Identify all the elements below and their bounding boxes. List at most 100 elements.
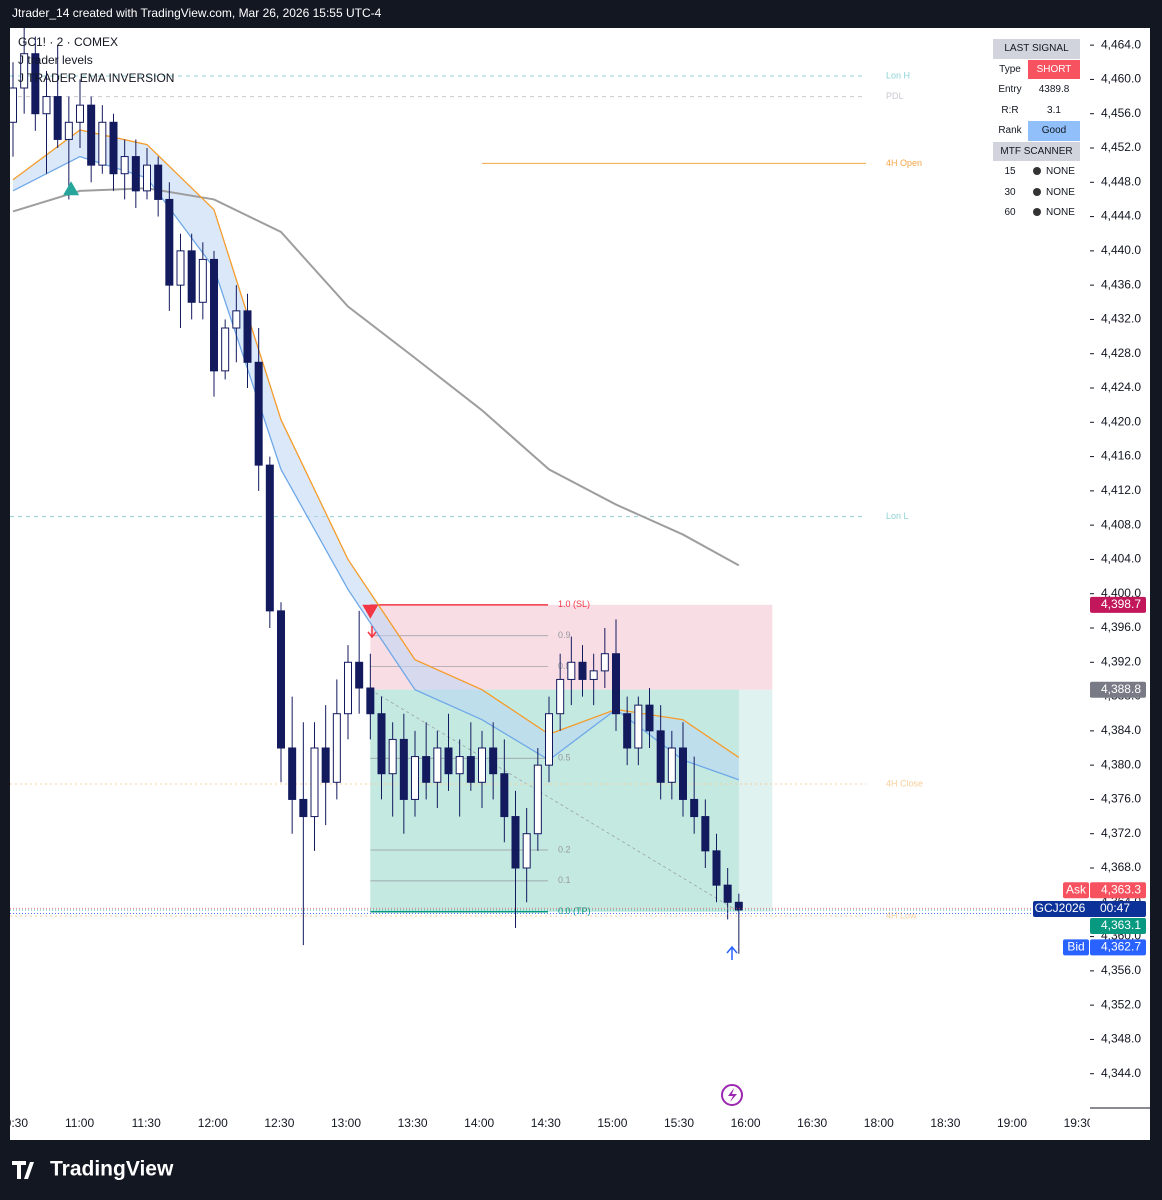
fib-label: 0.5 bbox=[558, 753, 571, 763]
y-tick-label: 4,464.0 bbox=[1101, 37, 1141, 51]
fib-label: 0.1 bbox=[558, 875, 571, 885]
x-tick-label: 14:30 bbox=[531, 1116, 561, 1130]
y-tick-label: 4,356.0 bbox=[1101, 963, 1141, 977]
y-tick-label: 4,400.0 bbox=[1101, 586, 1141, 600]
fib-label: 0.0 (TP) bbox=[558, 906, 591, 916]
candle-body bbox=[344, 661, 352, 715]
tag-name-box bbox=[1063, 939, 1089, 956]
candle-body bbox=[545, 713, 553, 766]
level-label: 4H Close bbox=[886, 778, 923, 788]
price-tag-label: 4,388.8 bbox=[1101, 682, 1141, 696]
x-tick-label: 12:30 bbox=[264, 1116, 294, 1130]
short-arrow bbox=[367, 626, 377, 639]
y-tick-label: 4,444.0 bbox=[1101, 209, 1141, 223]
signal-marker bbox=[362, 604, 379, 619]
candle-body bbox=[645, 704, 654, 732]
scanner-status: NONE bbox=[1046, 166, 1075, 178]
price-tag bbox=[1090, 882, 1146, 899]
candle-body bbox=[143, 164, 151, 192]
signal-table: LAST SIGNAL Type SHORT Entry 4389.8 R:R 3.1… bbox=[992, 38, 1081, 224]
price-tag bbox=[1090, 918, 1146, 934]
x-tick-label: 13:00 bbox=[331, 1116, 361, 1130]
candle-body bbox=[734, 901, 743, 911]
tag-name: Ask bbox=[1066, 882, 1087, 896]
y-tick-label: 4,436.0 bbox=[1101, 277, 1141, 291]
candle-body bbox=[589, 670, 598, 680]
level-label: 4H Low bbox=[886, 910, 917, 920]
fib-label: 0.9 bbox=[558, 630, 571, 640]
table-value: Good bbox=[1027, 120, 1081, 142]
candle-body bbox=[433, 747, 442, 783]
candle-body bbox=[567, 661, 576, 680]
price-tag bbox=[1090, 596, 1146, 613]
candle-body bbox=[411, 756, 419, 800]
y-tick-label: 4,352.0 bbox=[1101, 997, 1141, 1011]
tradingview-logo bbox=[12, 1161, 34, 1179]
legend-indicator: J trader levels bbox=[18, 53, 93, 67]
candle-body bbox=[366, 687, 375, 715]
scanner-status: NONE bbox=[1046, 186, 1075, 198]
x-tick-label: 18:00 bbox=[864, 1116, 894, 1130]
candle-body bbox=[10, 87, 17, 123]
table-title: LAST SIGNAL bbox=[992, 38, 1081, 60]
y-tick-label: 4,440.0 bbox=[1101, 243, 1141, 257]
x-tick-label: 11:30 bbox=[132, 1116, 161, 1130]
candle-body bbox=[377, 713, 386, 775]
candle-body bbox=[679, 747, 687, 800]
table-key: R:R bbox=[992, 99, 1028, 121]
x-tick-label: 16:30 bbox=[797, 1116, 827, 1130]
table-key: 15 bbox=[992, 161, 1028, 183]
x-axis: 10:30 11:00 11:30 12:00 12:30 13:00 13:30 14:00… bbox=[10, 1116, 1094, 1130]
table-value: NONE bbox=[1027, 202, 1081, 224]
x-tick-label: 19:00 bbox=[997, 1116, 1027, 1130]
axes: 4,344.04,348.04,352.04,356.04,360.04,364… bbox=[1033, 37, 1146, 1080]
x-tick-label: 19:30 bbox=[1064, 1116, 1094, 1130]
candle-body bbox=[288, 747, 297, 800]
candle-body bbox=[355, 661, 364, 689]
x-tick-label: 14:00 bbox=[464, 1116, 494, 1130]
scanner-status: NONE bbox=[1046, 207, 1075, 219]
candle-body bbox=[120, 156, 129, 175]
level-label: Lon H bbox=[886, 70, 910, 80]
candle-body bbox=[187, 250, 196, 303]
level-label: Lon L bbox=[886, 511, 909, 521]
candle-body bbox=[478, 747, 486, 783]
candle-body bbox=[64, 121, 73, 140]
candle-body bbox=[455, 756, 464, 775]
x-tick-label: 15:00 bbox=[597, 1116, 627, 1130]
symbol-box bbox=[1033, 901, 1146, 917]
candle-body bbox=[489, 747, 498, 775]
y-tick-label: 4,424.0 bbox=[1101, 380, 1141, 394]
candle-body bbox=[612, 653, 620, 715]
candle-body bbox=[254, 361, 263, 466]
candle-body bbox=[556, 678, 565, 715]
candle-body bbox=[42, 96, 51, 115]
y-tick-label: 4,460.0 bbox=[1101, 72, 1141, 86]
candle-body bbox=[20, 53, 29, 89]
x-tick-label: 13:30 bbox=[398, 1116, 428, 1130]
table-key: Rank bbox=[992, 120, 1028, 142]
candle-body bbox=[154, 164, 163, 200]
y-tick-label: 4,368.0 bbox=[1101, 860, 1141, 874]
candle-body bbox=[701, 816, 710, 852]
x-tick-label: 18:30 bbox=[930, 1116, 960, 1130]
y-tick-label: 4,348.0 bbox=[1101, 1032, 1141, 1046]
table-value: NONE bbox=[1027, 161, 1081, 183]
candle-body bbox=[31, 53, 40, 115]
x-tick-label: 16:00 bbox=[731, 1116, 761, 1130]
price-tag-label: 4,363.1 bbox=[1101, 918, 1141, 932]
x-tick-label: 11:00 bbox=[65, 1116, 94, 1130]
candle-body bbox=[511, 816, 520, 869]
candle-body bbox=[198, 258, 207, 303]
candle-body bbox=[399, 738, 408, 800]
candle-body bbox=[210, 258, 218, 372]
y-tick-label: 4,372.0 bbox=[1101, 826, 1141, 840]
candle-body bbox=[466, 756, 475, 783]
candle-body bbox=[176, 250, 185, 286]
x-tick-label: 15:30 bbox=[664, 1116, 694, 1130]
y-tick-label: 4,420.0 bbox=[1101, 414, 1141, 428]
table-key: Entry bbox=[992, 79, 1028, 101]
y-tick-label: 4,384.0 bbox=[1101, 723, 1141, 737]
candle-body bbox=[422, 756, 431, 783]
